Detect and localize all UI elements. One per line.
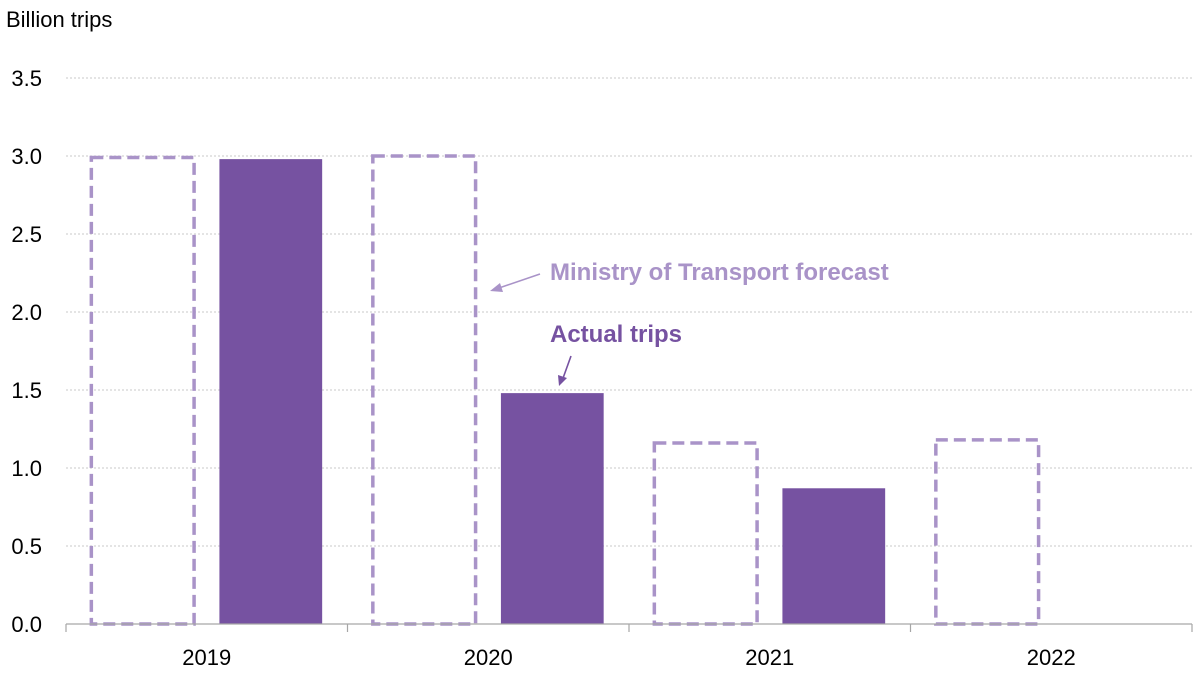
- forecast-bar: [371, 154, 478, 626]
- forecast-bar: [652, 441, 759, 626]
- y-axis-title: Billion trips: [6, 7, 112, 32]
- actual-annotation-label: Actual trips: [550, 321, 682, 348]
- y-tick-label: 2.0: [11, 300, 42, 325]
- y-tick-label: 3.0: [11, 144, 42, 169]
- x-tick-label: 2020: [464, 645, 513, 670]
- actual-arrowhead: [558, 375, 567, 386]
- forecast-annotation-arrow: [495, 273, 541, 290]
- x-tick-label: 2021: [745, 645, 794, 670]
- x-axis: 2019 2020 2021 2022: [65, 623, 1193, 670]
- forecast-bar: [89, 155, 196, 626]
- x-tick-label: 2022: [1027, 645, 1076, 670]
- y-tick-label: 0.5: [11, 534, 42, 559]
- forecast-arrowhead: [490, 283, 503, 292]
- y-tick-label: 1.5: [11, 378, 42, 403]
- y-tick-label: 1.0: [11, 456, 42, 481]
- actual-bar: [500, 393, 604, 624]
- y-axis-ticks: 0.0 0.5 1.0 1.5 2.0 2.5 3.0 3.5: [11, 66, 42, 637]
- annotations: Ministry of Transport forecast Actual tr…: [490, 259, 889, 386]
- actual-bar: [219, 159, 323, 624]
- y-tick-label: 3.5: [11, 66, 42, 91]
- y-tick-label: 0.0: [11, 612, 42, 637]
- bars: [89, 154, 1041, 626]
- y-tick-label: 2.5: [11, 222, 42, 247]
- x-tick-label: 2019: [182, 645, 231, 670]
- actual-bar: [782, 488, 886, 624]
- forecast-annotation-label: Ministry of Transport forecast: [550, 259, 889, 286]
